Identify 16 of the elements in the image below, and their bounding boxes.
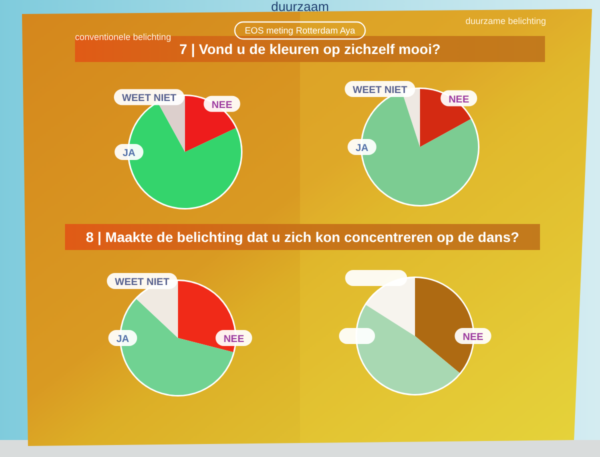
text: duurzaam	[271, 0, 329, 14]
text: 8 | Maakte de belichting dat u zich kon concentreren op de dans?	[86, 229, 520, 246]
text: duurzame belichting	[465, 16, 546, 26]
slice-label: NEE	[224, 334, 244, 345]
slice-label: WEET NIET	[352, 85, 408, 96]
chart-subtitle: conventionele belichting	[75, 32, 172, 42]
slice-label: NEE	[448, 94, 470, 106]
text: 7 | Vond u de kleuren op zichzelf mooi?	[179, 41, 441, 58]
slice-label: NEE	[212, 100, 233, 111]
slice-label: JA	[116, 334, 130, 345]
slice-label: NEE	[462, 332, 484, 343]
slice-label: JA	[122, 148, 136, 159]
text: EOS meting Rotterdam Aya	[244, 26, 356, 36]
slice-label: WEET NIET	[122, 93, 176, 104]
slice-label: JA	[356, 143, 368, 154]
slice-label: WEET NIET	[114, 277, 170, 288]
